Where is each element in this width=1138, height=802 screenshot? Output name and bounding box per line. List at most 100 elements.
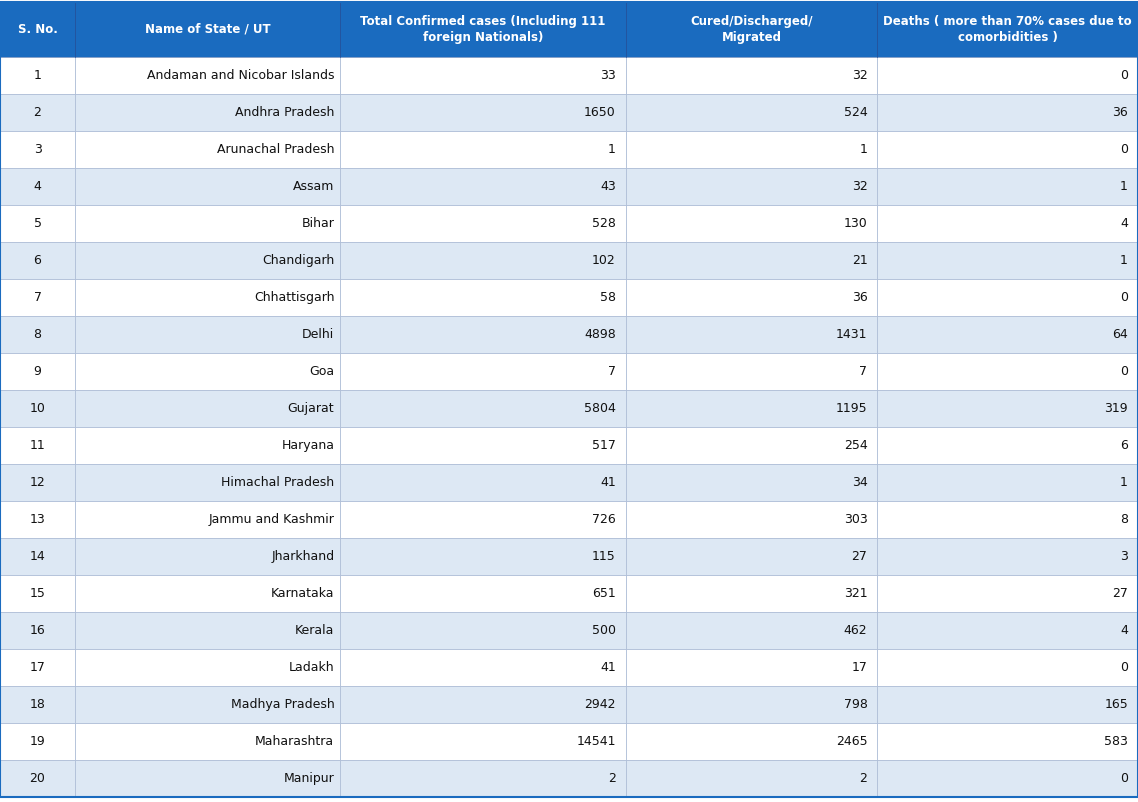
Bar: [75, 686, 340, 723]
Bar: [0, 649, 75, 686]
Bar: [626, 242, 877, 279]
Bar: [626, 168, 877, 205]
Bar: [626, 316, 877, 353]
Text: 27: 27: [851, 550, 867, 563]
Text: 130: 130: [843, 217, 867, 230]
Bar: [340, 427, 626, 464]
Bar: [626, 501, 877, 538]
Text: 0: 0: [1120, 772, 1128, 785]
Text: 58: 58: [600, 291, 616, 304]
Bar: [340, 686, 626, 723]
Bar: [75, 427, 340, 464]
Bar: [0, 390, 75, 427]
Bar: [626, 464, 877, 501]
Bar: [626, 279, 877, 316]
Bar: [626, 686, 877, 723]
Text: 14541: 14541: [577, 735, 616, 748]
Bar: [340, 168, 626, 205]
Text: 43: 43: [600, 180, 616, 193]
Bar: [626, 390, 877, 427]
Bar: [340, 242, 626, 279]
Text: 11: 11: [30, 439, 46, 452]
Text: 41: 41: [600, 661, 616, 674]
Text: Chandigarh: Chandigarh: [262, 254, 335, 267]
Text: 8: 8: [33, 328, 42, 341]
Bar: [340, 723, 626, 760]
Bar: [0, 464, 75, 501]
Bar: [877, 390, 1138, 427]
Text: 6: 6: [1120, 439, 1128, 452]
Text: Cured/Discharged/
Migrated: Cured/Discharged/ Migrated: [691, 15, 813, 44]
Text: 0: 0: [1120, 291, 1128, 304]
Bar: [340, 57, 626, 94]
Text: 13: 13: [30, 513, 46, 526]
Bar: [626, 427, 877, 464]
Bar: [0, 427, 75, 464]
Text: Jammu and Kashmir: Jammu and Kashmir: [208, 513, 335, 526]
Bar: [877, 575, 1138, 612]
Bar: [75, 390, 340, 427]
Bar: [340, 131, 626, 168]
Text: 517: 517: [592, 439, 616, 452]
Bar: [0, 760, 75, 797]
Bar: [340, 390, 626, 427]
Text: 27: 27: [1112, 587, 1128, 600]
Text: 319: 319: [1104, 402, 1128, 415]
Text: Andaman and Nicobar Islands: Andaman and Nicobar Islands: [147, 69, 335, 82]
Bar: [0, 2, 75, 57]
Text: 3: 3: [34, 143, 41, 156]
Bar: [75, 612, 340, 649]
Text: 34: 34: [851, 476, 867, 489]
Bar: [626, 94, 877, 131]
Text: Arunachal Pradesh: Arunachal Pradesh: [216, 143, 335, 156]
Bar: [75, 464, 340, 501]
Bar: [0, 501, 75, 538]
Text: 36: 36: [1112, 106, 1128, 119]
Bar: [626, 575, 877, 612]
Bar: [340, 353, 626, 390]
Text: Name of State / UT: Name of State / UT: [145, 23, 271, 36]
Text: 2: 2: [608, 772, 616, 785]
Bar: [75, 316, 340, 353]
Bar: [0, 279, 75, 316]
Text: 7: 7: [608, 365, 616, 378]
Bar: [877, 316, 1138, 353]
Text: 0: 0: [1120, 143, 1128, 156]
Bar: [877, 760, 1138, 797]
Bar: [877, 94, 1138, 131]
Text: 321: 321: [843, 587, 867, 600]
Text: Bihar: Bihar: [302, 217, 335, 230]
Text: 2942: 2942: [585, 698, 616, 711]
Text: Andhra Pradesh: Andhra Pradesh: [234, 106, 335, 119]
Bar: [0, 94, 75, 131]
Text: S. No.: S. No.: [17, 23, 58, 36]
Text: 21: 21: [851, 254, 867, 267]
Bar: [340, 2, 626, 57]
Bar: [626, 538, 877, 575]
Text: 17: 17: [30, 661, 46, 674]
Text: 0: 0: [1120, 365, 1128, 378]
Text: Gujarat: Gujarat: [288, 402, 335, 415]
Bar: [626, 205, 877, 242]
Text: Chhattisgarh: Chhattisgarh: [254, 291, 335, 304]
Bar: [626, 353, 877, 390]
Text: 6: 6: [34, 254, 41, 267]
Bar: [0, 686, 75, 723]
Bar: [75, 57, 340, 94]
Text: 2: 2: [34, 106, 41, 119]
Bar: [340, 760, 626, 797]
Text: 33: 33: [600, 69, 616, 82]
Text: 462: 462: [843, 624, 867, 637]
Text: 1: 1: [859, 143, 867, 156]
Text: 254: 254: [843, 439, 867, 452]
Text: 1650: 1650: [584, 106, 616, 119]
Text: 7: 7: [859, 365, 867, 378]
Text: 726: 726: [592, 513, 616, 526]
Text: 1431: 1431: [836, 328, 867, 341]
Bar: [877, 464, 1138, 501]
Bar: [75, 575, 340, 612]
Text: 165: 165: [1104, 698, 1128, 711]
Bar: [0, 316, 75, 353]
Text: 32: 32: [851, 69, 867, 82]
Text: 32: 32: [851, 180, 867, 193]
